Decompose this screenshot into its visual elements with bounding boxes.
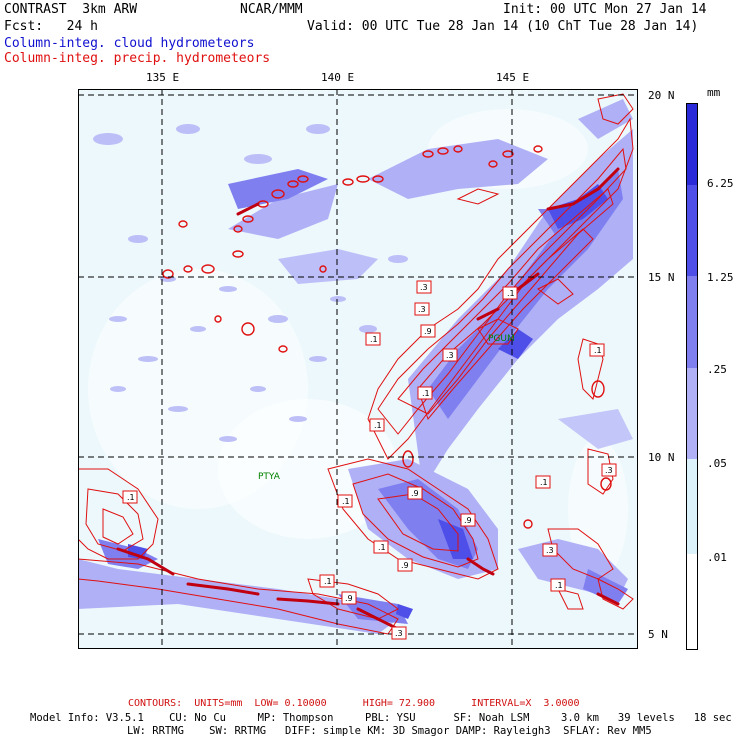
lat-label-5: 5 N [648,628,668,641]
legend-colorbar [686,103,698,650]
model-title: CONTRAST 3km ARW [4,2,138,17]
legend-swatch [687,554,697,649]
svg-text:.1: .1 [422,389,430,398]
svg-text:.9: .9 [424,327,432,336]
svg-text:.1: .1 [374,421,382,430]
contour-label: .1 [337,494,353,508]
lon-label-140: 140 E [321,71,355,84]
init-time: Init: 00 UTC Mon 27 Jan 14 [503,2,707,17]
contour-label: .3 [391,626,407,640]
contour-label: .9 [407,486,423,500]
svg-text:.9: .9 [345,594,353,603]
contour-labels: .3 .1 .3 .9 .1 .3 .1 .1 .1 .3 .1 .9 .1 .… [122,280,617,640]
station-pgum: PGUM [488,334,515,344]
forecast-map: PGUM PTYA .3 .1 .3 .9 .1 .3 .1 .1 .1 .3 … [78,89,638,649]
svg-text:.3: .3 [420,283,428,292]
legend-swatch [687,185,697,276]
contour-label: .3 [416,280,432,294]
contour-info: CONTOURS: UNITS=mm LOW= 0.10000 HIGH= 72… [128,698,580,709]
svg-text:.3: .3 [546,546,554,555]
legend-swatch [687,104,697,185]
svg-text:.9: .9 [411,489,419,498]
svg-text:.9: .9 [464,516,472,525]
station-ptya: PTYA [258,472,281,482]
lat-label-10: 10 N [648,451,675,464]
legend-swatch [687,459,697,554]
legend-level: 6.25 [707,177,734,190]
svg-text:.1: .1 [342,497,350,506]
scattered-cells [93,124,408,442]
svg-text:.1: .1 [127,493,135,502]
lat-label-20: 20 N [648,89,675,102]
map-frame [78,89,638,649]
svg-text:.1: .1 [594,346,602,355]
contour-label: .1 [535,475,551,489]
svg-text:.1: .1 [540,478,548,487]
svg-text:.1: .1 [370,335,378,344]
svg-text:.1: .1 [378,543,386,552]
contour-label: .9 [420,324,436,338]
contour-label: .3 [442,348,458,362]
cloud-field-dark [98,169,628,624]
legend-level: .25 [707,363,727,376]
svg-text:.3: .3 [418,305,426,314]
contour-label: .1 [365,332,381,346]
contour-label: .1 [502,286,518,300]
valid-time: Valid: 00 UTC Tue 28 Jan 14 (10 ChT Tue … [307,19,699,34]
field-precip-label: Column-integ. precip. hydrometeors [4,51,271,66]
lat-lon-grid [78,89,638,649]
contour-label: .1 [369,418,385,432]
cloud-field-light [78,89,638,649]
lon-label-145: 145 E [496,71,530,84]
legend-level: .01 [707,551,727,564]
svg-text:.3: .3 [395,629,403,638]
forecast-hour: Fcst: 24 h [4,19,98,34]
model-info-line1: Model Info: V3.5.1 CU: No Cu MP: Thompso… [30,712,732,724]
svg-text:.1: .1 [555,581,563,590]
legend-level: 1.25 [707,271,734,284]
model-info-line2: LW: RRTMG SW: RRTMG DIFF: simple KM: 3D … [127,725,652,737]
legend-units: mm [707,86,721,99]
contour-label: .1 [417,386,433,400]
svg-text:.3: .3 [605,466,613,475]
legend-swatch [687,368,697,459]
contour-label: .9 [460,513,476,527]
svg-text:.1: .1 [507,289,515,298]
contour-label: .1 [550,578,566,592]
svg-text:.9: .9 [401,561,409,570]
legend-level: .05 [707,457,727,470]
contour-label: .3 [542,543,558,557]
svg-text:.1: .1 [324,577,332,586]
contour-label: .3 [601,463,617,477]
field-cloud-label: Column-integ. cloud hydrometeors [4,36,255,51]
contour-label: .1 [122,490,138,504]
precip-cells [162,145,612,529]
contour-label: .9 [341,591,357,605]
contour-label: .1 [373,540,389,554]
contour-label: .1 [589,343,605,357]
contour-label: .9 [397,558,413,572]
lon-label-135: 135 E [146,71,180,84]
lat-label-15: 15 N [648,271,675,284]
cloud-field-strong [128,184,608,619]
precip-heavy-belt [116,167,620,631]
svg-text:.3: .3 [446,351,454,360]
contour-label: .1 [319,574,335,588]
legend-swatch [687,276,697,368]
institution-label: NCAR/MMM [240,2,303,17]
contour-label: .3 [414,302,430,316]
